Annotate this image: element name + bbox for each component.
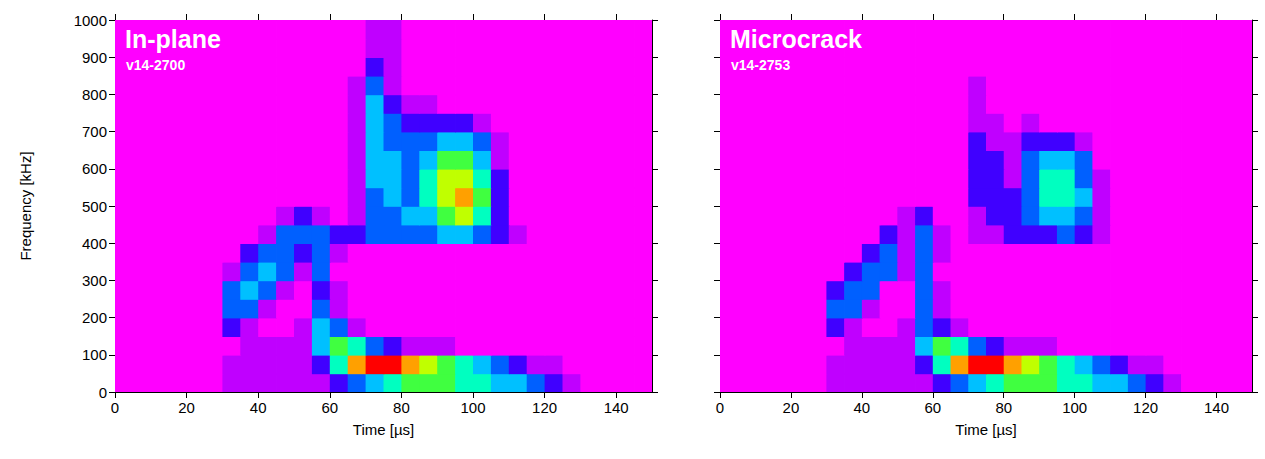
- svg-text:0: 0: [111, 399, 119, 416]
- svg-text:60: 60: [924, 399, 941, 416]
- svg-text:0: 0: [716, 399, 724, 416]
- svg-text:0: 0: [99, 384, 107, 401]
- svg-text:80: 80: [393, 399, 410, 416]
- svg-text:900: 900: [82, 49, 107, 66]
- svg-text:800: 800: [82, 86, 107, 103]
- svg-text:140: 140: [604, 399, 629, 416]
- svg-text:Time [µs]: Time [µs]: [955, 421, 1016, 438]
- svg-text:100: 100: [82, 346, 107, 363]
- svg-text:Frequency [kHz]: Frequency [kHz]: [17, 151, 34, 260]
- svg-text:500: 500: [82, 198, 107, 215]
- svg-text:In-plane: In-plane: [125, 25, 221, 53]
- svg-text:20: 20: [783, 399, 800, 416]
- svg-text:120: 120: [1133, 399, 1158, 416]
- svg-text:v14-2700: v14-2700: [126, 57, 185, 73]
- svg-text:40: 40: [250, 399, 267, 416]
- svg-text:120: 120: [532, 399, 557, 416]
- svg-text:20: 20: [178, 399, 195, 416]
- svg-text:40: 40: [854, 399, 871, 416]
- svg-text:140: 140: [1204, 399, 1229, 416]
- svg-text:80: 80: [995, 399, 1012, 416]
- svg-text:Microcrack: Microcrack: [730, 25, 862, 53]
- svg-text:100: 100: [460, 399, 485, 416]
- svg-text:1000: 1000: [74, 12, 107, 29]
- svg-text:60: 60: [321, 399, 338, 416]
- svg-text:v14-2753: v14-2753: [731, 57, 790, 73]
- svg-text:Time [µs]: Time [µs]: [353, 421, 414, 438]
- svg-text:200: 200: [82, 309, 107, 326]
- svg-text:700: 700: [82, 123, 107, 140]
- svg-text:400: 400: [82, 235, 107, 252]
- svg-text:100: 100: [1062, 399, 1087, 416]
- svg-text:300: 300: [82, 272, 107, 289]
- svg-text:600: 600: [82, 160, 107, 177]
